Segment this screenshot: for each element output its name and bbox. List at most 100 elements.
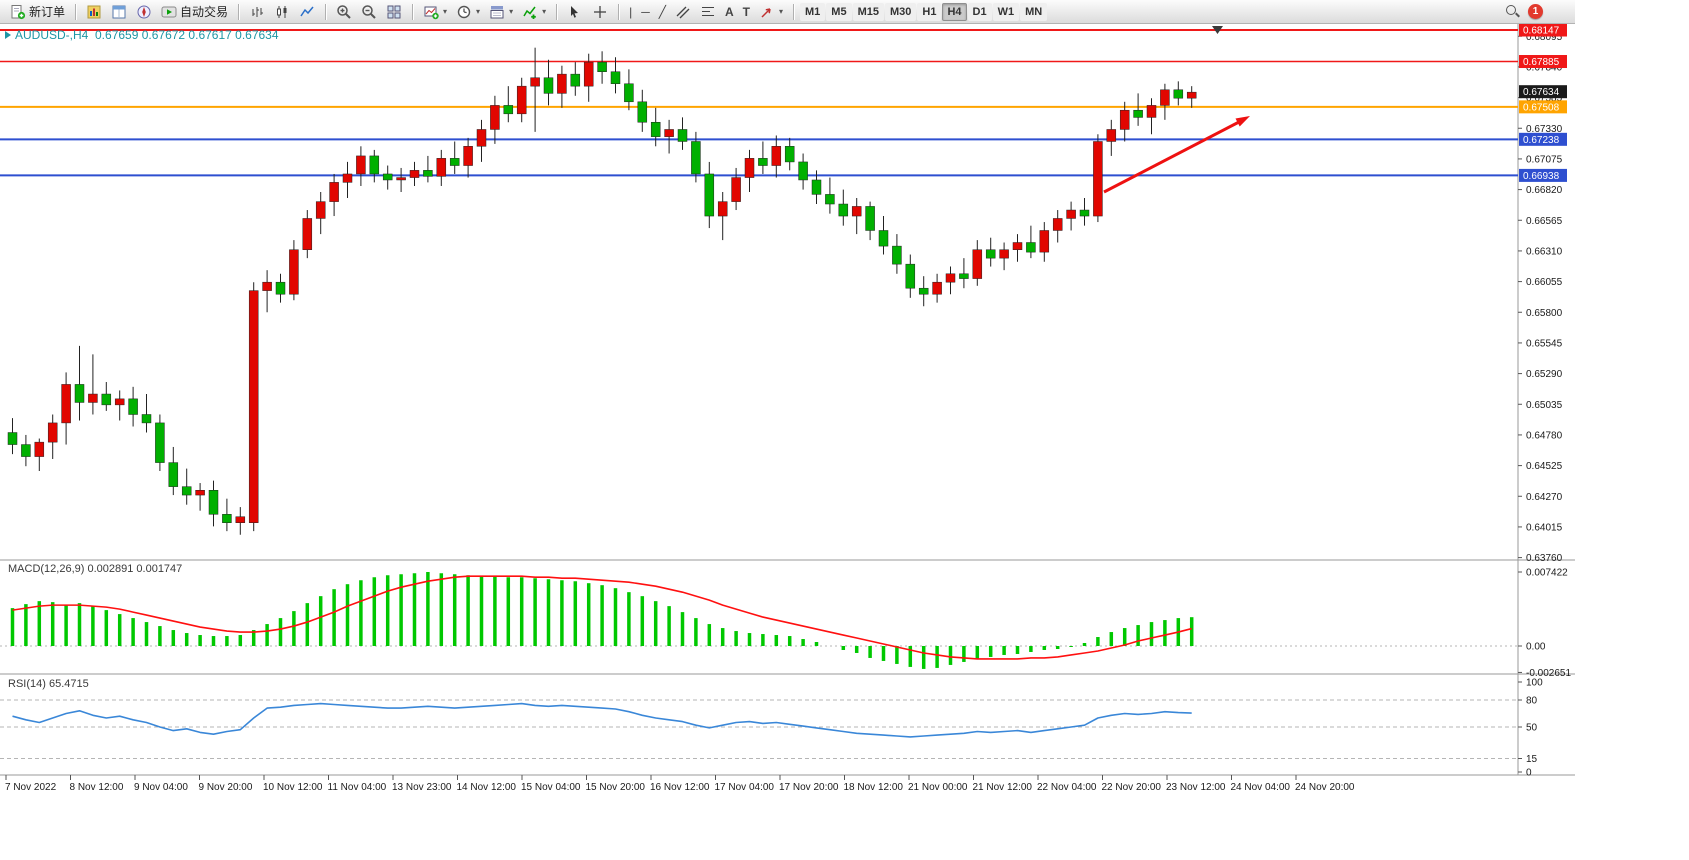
horizontal-line-button[interactable]: ─ xyxy=(637,2,654,22)
candle[interactable] xyxy=(436,158,447,177)
trend-arrow-head[interactable] xyxy=(1235,116,1251,127)
text-label-button[interactable]: T xyxy=(739,2,754,22)
zoom-in-button[interactable] xyxy=(332,2,356,22)
candle[interactable] xyxy=(101,393,112,406)
candle[interactable] xyxy=(851,206,862,217)
timeframe-m30-button[interactable]: M30 xyxy=(884,2,917,21)
candle[interactable] xyxy=(1106,129,1117,142)
candle[interactable] xyxy=(758,158,768,166)
candle[interactable] xyxy=(744,158,755,178)
candle[interactable] xyxy=(289,249,299,295)
candle[interactable] xyxy=(972,249,983,279)
timeframe-h4-button[interactable]: H4 xyxy=(942,2,967,21)
candle[interactable] xyxy=(503,105,514,115)
candle[interactable] xyxy=(999,249,1009,259)
macd-signal-line[interactable] xyxy=(12,575,1192,660)
candle[interactable] xyxy=(811,179,822,195)
candle[interactable] xyxy=(248,290,259,523)
candle[interactable] xyxy=(34,441,45,457)
candlestick-chart-button[interactable] xyxy=(270,2,294,22)
candle[interactable] xyxy=(342,173,353,183)
candle[interactable] xyxy=(235,516,246,523)
candle[interactable] xyxy=(1119,109,1130,130)
equidistant-channel-button[interactable] xyxy=(671,2,695,22)
bar-chart-button[interactable] xyxy=(245,2,269,22)
candle[interactable] xyxy=(892,245,902,265)
candle[interactable] xyxy=(838,203,849,217)
candle[interactable] xyxy=(409,170,420,178)
templates-button[interactable]: ▾ xyxy=(485,2,517,22)
candle[interactable] xyxy=(262,281,272,291)
candle[interactable] xyxy=(543,77,554,94)
market-watch-button[interactable] xyxy=(82,2,106,22)
candle[interactable] xyxy=(7,432,18,445)
candle[interactable] xyxy=(423,170,433,177)
candle[interactable] xyxy=(798,161,808,181)
candle[interactable] xyxy=(784,146,795,163)
timeframe-m1-button[interactable]: M1 xyxy=(800,2,826,21)
candle[interactable] xyxy=(181,486,192,496)
candle[interactable] xyxy=(490,105,500,130)
candle[interactable] xyxy=(1039,230,1050,253)
candle[interactable] xyxy=(1093,141,1103,217)
candle[interactable] xyxy=(222,514,232,523)
candle[interactable] xyxy=(1146,105,1157,118)
candle[interactable] xyxy=(905,263,916,289)
candle[interactable] xyxy=(825,194,835,205)
indicators-button[interactable]: ▾ xyxy=(518,2,550,22)
candle[interactable] xyxy=(302,218,313,250)
candle[interactable] xyxy=(771,146,782,166)
candle[interactable] xyxy=(583,61,594,87)
candle[interactable] xyxy=(985,249,996,259)
data-window-button[interactable] xyxy=(107,2,131,22)
candle[interactable] xyxy=(208,490,219,515)
candle[interactable] xyxy=(717,201,728,217)
candle[interactable] xyxy=(570,73,581,87)
candle[interactable] xyxy=(918,287,929,295)
search-icon[interactable] xyxy=(1505,4,1520,19)
candle[interactable] xyxy=(637,101,648,123)
notifications-badge[interactable]: 1 xyxy=(1528,4,1543,19)
candle[interactable] xyxy=(382,173,393,181)
candle[interactable] xyxy=(597,61,607,72)
candle[interactable] xyxy=(650,121,661,137)
candle[interactable] xyxy=(530,77,540,87)
candle[interactable] xyxy=(1133,109,1143,118)
timeframe-m15-button[interactable]: M15 xyxy=(852,2,884,21)
one-click-trading-icon[interactable] xyxy=(5,31,11,39)
candle[interactable] xyxy=(1160,89,1170,106)
periods-button[interactable]: ▾ xyxy=(452,2,484,22)
candle[interactable] xyxy=(155,422,165,463)
candle[interactable] xyxy=(356,155,366,175)
zoom-out-button[interactable] xyxy=(357,2,381,22)
candle[interactable] xyxy=(691,141,701,175)
candle[interactable] xyxy=(47,422,58,443)
vertical-line-button[interactable]: | xyxy=(625,2,636,22)
candle[interactable] xyxy=(315,201,326,219)
candle[interactable] xyxy=(21,444,31,457)
candle[interactable] xyxy=(396,177,406,181)
tile-windows-button[interactable] xyxy=(382,2,406,22)
trend-arrow[interactable] xyxy=(1103,120,1240,194)
navigator-button[interactable] xyxy=(132,2,156,22)
candle[interactable] xyxy=(878,230,889,247)
candle[interactable] xyxy=(865,206,875,231)
line-chart-button[interactable] xyxy=(295,2,319,22)
candle[interactable] xyxy=(516,85,527,115)
candle[interactable] xyxy=(114,398,125,406)
candle[interactable] xyxy=(369,155,380,175)
candle[interactable] xyxy=(557,73,567,94)
timeframe-d1-button[interactable]: D1 xyxy=(967,2,992,21)
new-chart-button[interactable]: ▾ xyxy=(419,2,451,22)
timeframe-w1-button[interactable]: W1 xyxy=(992,2,1020,21)
candle[interactable] xyxy=(1026,242,1036,253)
candle[interactable] xyxy=(463,146,473,166)
candle[interactable] xyxy=(74,384,85,403)
candle[interactable] xyxy=(1012,242,1023,250)
candle[interactable] xyxy=(610,71,621,85)
candle[interactable] xyxy=(704,173,715,217)
trendline-button[interactable]: ╱ xyxy=(655,2,670,22)
timeframe-mn-button[interactable]: MN xyxy=(1020,2,1048,21)
candle[interactable] xyxy=(476,129,487,147)
candle[interactable] xyxy=(329,182,339,202)
